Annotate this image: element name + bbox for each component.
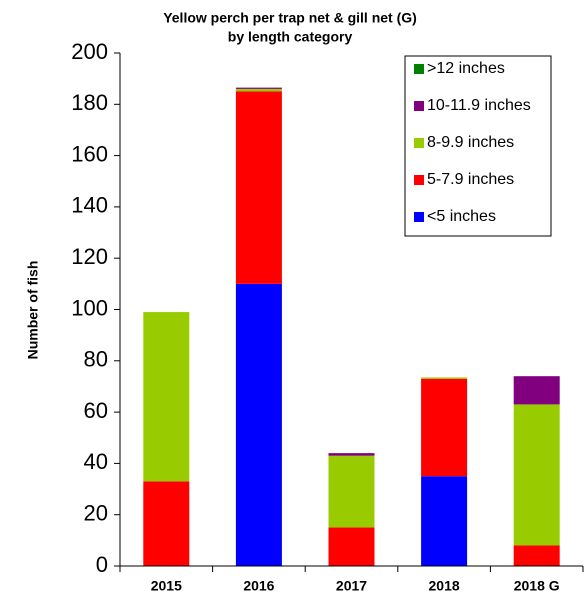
y-tick-label: 180 — [71, 90, 108, 115]
y-tick-label: 160 — [71, 141, 108, 166]
x-tick-label: 2018 — [429, 578, 460, 594]
chart-title: by length category — [228, 29, 353, 45]
legend-swatch — [414, 175, 424, 185]
bar-segment — [421, 476, 468, 566]
bar-segment — [513, 404, 560, 546]
bar-segment — [235, 88, 282, 92]
y-tick-label: 20 — [84, 501, 108, 526]
legend-swatch — [414, 212, 424, 222]
x-tick-label: 2017 — [336, 578, 367, 594]
legend-swatch — [414, 138, 424, 148]
bar-segment — [513, 376, 560, 405]
bar-segment — [143, 481, 190, 566]
y-axis-label: Number of fish — [25, 261, 41, 360]
bar-segment — [143, 312, 190, 482]
y-tick-label: 40 — [84, 449, 108, 474]
x-tick-label: 2016 — [243, 578, 274, 594]
bar-segment — [421, 377, 468, 379]
y-tick-label: 60 — [84, 398, 108, 423]
x-tick-label: 2015 — [151, 578, 182, 594]
legend-label: <5 inches — [427, 208, 496, 225]
bar-segment — [328, 453, 375, 456]
legend-label: 8-9.9 inches — [427, 134, 514, 151]
bar-segment — [235, 87, 282, 89]
bar-segment — [235, 91, 282, 284]
bar-segment — [513, 545, 560, 566]
legend-label: 5-7.9 inches — [427, 171, 514, 188]
y-tick-label: 0 — [96, 552, 108, 577]
y-tick-label: 200 — [71, 39, 108, 64]
legend-swatch — [414, 64, 424, 74]
legend-label: 10-11.9 inches — [427, 97, 531, 114]
y-tick-label: 140 — [71, 193, 108, 218]
x-tick-label: 2018 G — [514, 578, 560, 594]
legend-label: >12 inches — [427, 60, 505, 77]
bar-segment — [235, 283, 282, 566]
chart-title: Yellow perch per trap net & gill net (G) — [163, 10, 417, 26]
y-tick-label: 100 — [71, 295, 108, 320]
y-tick-label: 80 — [84, 347, 108, 372]
bar-segment — [328, 455, 375, 528]
bar-segment — [421, 378, 468, 477]
y-tick-label: 120 — [71, 244, 108, 269]
legend-box — [404, 55, 552, 237]
legend-swatch — [414, 101, 424, 111]
bar-segment — [328, 527, 375, 566]
